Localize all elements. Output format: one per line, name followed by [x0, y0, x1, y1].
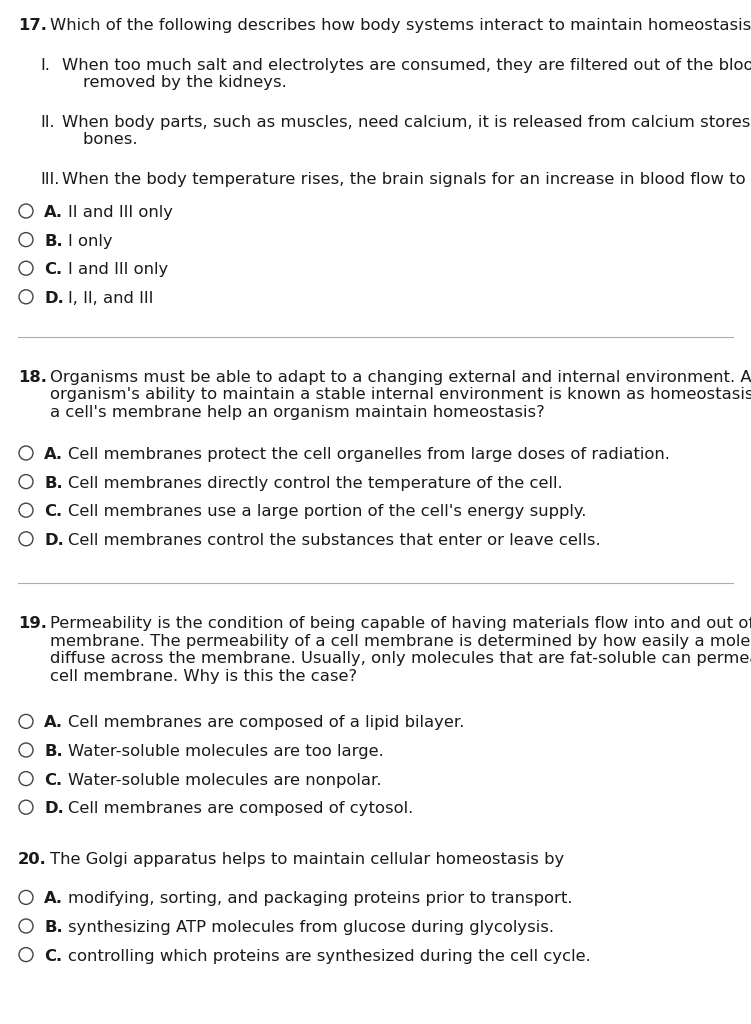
Text: 17.: 17.: [18, 18, 47, 33]
Text: Cell membranes are composed of a lipid bilayer.: Cell membranes are composed of a lipid b…: [68, 716, 464, 730]
Text: When the body temperature rises, the brain signals for an increase in blood flow: When the body temperature rises, the bra…: [62, 172, 751, 187]
Text: When too much salt and electrolytes are consumed, they are filtered out of the b: When too much salt and electrolytes are …: [62, 57, 751, 90]
Text: Cell membranes directly control the temperature of the cell.: Cell membranes directly control the temp…: [68, 475, 562, 490]
Text: A.: A.: [44, 716, 63, 730]
Text: When body parts, such as muscles, need calcium, it is released from calcium stor: When body parts, such as muscles, need c…: [62, 115, 751, 147]
Text: C.: C.: [44, 772, 62, 787]
Text: Cell membranes control the substances that enter or leave cells.: Cell membranes control the substances th…: [68, 532, 601, 548]
Text: Permeability is the condition of being capable of having materials flow into and: Permeability is the condition of being c…: [50, 616, 751, 684]
Text: I only: I only: [68, 233, 113, 249]
Text: I, II, and III: I, II, and III: [68, 291, 153, 306]
Text: modifying, sorting, and packaging proteins prior to transport.: modifying, sorting, and packaging protei…: [68, 892, 572, 906]
Text: Cell membranes protect the cell organelles from large doses of radiation.: Cell membranes protect the cell organell…: [68, 447, 670, 462]
Text: Organisms must be able to adapt to a changing external and internal environment.: Organisms must be able to adapt to a cha…: [50, 370, 751, 420]
Text: III.: III.: [40, 172, 59, 187]
Text: B.: B.: [44, 233, 62, 249]
Text: controlling which proteins are synthesized during the cell cycle.: controlling which proteins are synthesiz…: [68, 948, 591, 964]
Text: B.: B.: [44, 920, 62, 935]
Text: Water-soluble molecules are nonpolar.: Water-soluble molecules are nonpolar.: [68, 772, 382, 787]
Text: D.: D.: [44, 801, 64, 816]
Text: 20.: 20.: [18, 852, 47, 866]
Text: I.: I.: [40, 57, 50, 73]
Text: Cell membranes use a large portion of the cell's energy supply.: Cell membranes use a large portion of th…: [68, 504, 587, 519]
Text: synthesizing ATP molecules from glucose during glycolysis.: synthesizing ATP molecules from glucose …: [68, 920, 554, 935]
Text: II.: II.: [40, 115, 55, 130]
Text: The Golgi apparatus helps to maintain cellular homeostasis by: The Golgi apparatus helps to maintain ce…: [50, 852, 564, 866]
Text: 18.: 18.: [18, 370, 47, 385]
Text: I and III only: I and III only: [68, 262, 168, 278]
Text: A.: A.: [44, 447, 63, 462]
Text: D.: D.: [44, 291, 64, 306]
Text: Which of the following describes how body systems interact to maintain homeostas: Which of the following describes how bod…: [50, 18, 751, 33]
Text: B.: B.: [44, 744, 62, 759]
Text: C.: C.: [44, 504, 62, 519]
Text: D.: D.: [44, 532, 64, 548]
Text: A.: A.: [44, 205, 63, 220]
Text: B.: B.: [44, 475, 62, 490]
Text: A.: A.: [44, 892, 63, 906]
Text: Cell membranes are composed of cytosol.: Cell membranes are composed of cytosol.: [68, 801, 413, 816]
Text: C.: C.: [44, 262, 62, 278]
Text: C.: C.: [44, 948, 62, 964]
Text: 19.: 19.: [18, 616, 47, 632]
Text: Water-soluble molecules are too large.: Water-soluble molecules are too large.: [68, 744, 384, 759]
Text: II and III only: II and III only: [68, 205, 173, 220]
